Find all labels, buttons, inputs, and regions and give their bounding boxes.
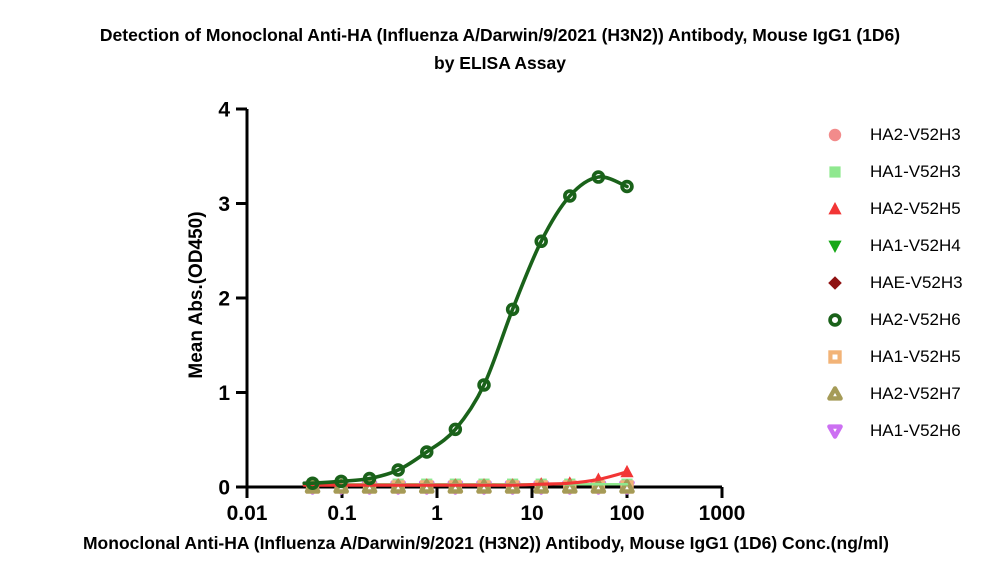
y-tick-label: 2 bbox=[218, 288, 230, 311]
legend-label: HA2-V52H3 bbox=[870, 125, 961, 144]
legend-item-HA1-V52H3: HA1-V52H3 bbox=[826, 159, 961, 185]
legend-label: HA1-V52H3 bbox=[870, 162, 961, 181]
legend-marker-diamond-icon bbox=[828, 276, 842, 290]
axes bbox=[245, 109, 722, 489]
x-tick-label: 0.01 bbox=[227, 502, 268, 525]
legend-label: HA2-V52H7 bbox=[870, 384, 961, 403]
legend-item-HAE-V52H3: HAE-V52H3 bbox=[826, 270, 963, 296]
y-axis-title: Mean Abs.(OD450) bbox=[186, 211, 207, 379]
legend-label: HA1-V52H4 bbox=[870, 236, 961, 255]
legend-item-HA1-V52H4: HA1-V52H4 bbox=[826, 233, 961, 259]
legend-item-HA2-V52H7: HA2-V52H7 bbox=[826, 381, 961, 407]
legend-label: HAE-V52H3 bbox=[870, 273, 963, 292]
y-tick-label: 3 bbox=[218, 193, 230, 216]
legend-marker-triangle-up-icon bbox=[828, 202, 842, 215]
legend-item-HA2-V52H3: HA2-V52H3 bbox=[826, 122, 961, 148]
x-tick-label: 100 bbox=[609, 502, 644, 525]
series-markers-HA2-V52H6 bbox=[305, 170, 634, 490]
legend-label: HA2-V52H5 bbox=[870, 199, 961, 218]
legend-label: HA1-V52H6 bbox=[870, 421, 961, 440]
legend-marker-circle-icon bbox=[828, 128, 842, 142]
series-line-HA2-V52H6 bbox=[302, 175, 629, 486]
x-tick-label: 10 bbox=[520, 502, 543, 525]
chart-title: Detection of Monoclonal Anti-HA (Influen… bbox=[0, 21, 1000, 77]
x-tick-label: 1 bbox=[431, 502, 443, 525]
legend-label: HA1-V52H5 bbox=[870, 347, 961, 366]
legend-item-HA1-V52H6: HA1-V52H6 bbox=[826, 418, 961, 444]
legend-item-HA2-V52H5: HA2-V52H5 bbox=[826, 196, 961, 222]
legend-marker-triangle-down-icon bbox=[828, 240, 842, 253]
legend-marker-circle-open-icon bbox=[828, 313, 842, 327]
y-tick-label: 1 bbox=[218, 382, 230, 405]
legend-marker-triangle-down-open-icon bbox=[827, 424, 843, 439]
chart-title-line1: Detection of Monoclonal Anti-HA (Influen… bbox=[99, 25, 901, 45]
legend-marker-triangle-up-open-icon bbox=[827, 386, 843, 401]
legend-marker-square-open-icon bbox=[828, 350, 842, 364]
y-tick-label: 0 bbox=[218, 477, 230, 500]
x-tick-label: 0.1 bbox=[327, 502, 357, 525]
y-tick-label: 4 bbox=[218, 99, 230, 122]
legend-item-HA1-V52H5: HA1-V52H5 bbox=[826, 344, 961, 370]
x-axis-title: Monoclonal Anti-HA (Influenza A/Darwin/9… bbox=[82, 533, 889, 553]
legend-label: HA2-V52H6 bbox=[870, 310, 961, 329]
legend-marker-square-icon bbox=[829, 166, 841, 178]
chart-title-line2: by ELISA Assay bbox=[434, 53, 566, 73]
x-tick-label: 1000 bbox=[699, 502, 746, 525]
legend-item-HA2-V52H6: HA2-V52H6 bbox=[826, 307, 961, 333]
